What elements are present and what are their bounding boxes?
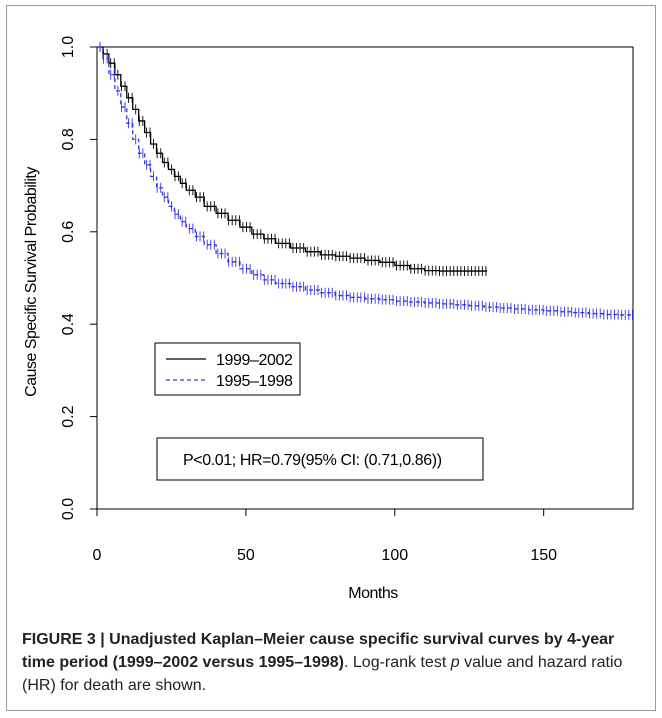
annotation-text: P<0.01; HR=0.79(95% CI: (0.71,0.86)) [183,452,442,469]
figure-caption: FIGURE 3 | Unadjusted Kaplan–Meier cause… [22,628,642,697]
series-layer [97,42,634,320]
caption-text-1: . Log-rank test [344,654,451,671]
axes: 0 50 100 150 0.0 0.2 0.4 0.6 0.8 1.0 [60,36,557,564]
legend: 1999–2002 1995–1998 [154,342,301,396]
y-axis-label: Cause Specific Survival Probability [23,167,40,397]
caption-p-symbol: p [450,654,460,671]
caption-title: FIGURE 3 | Unadjusted Kaplan–Meier cause… [22,631,615,671]
x-tick-label: 50 [237,547,255,564]
survival-curve [97,46,488,272]
y-tick-label: 0.8 [60,128,77,150]
figure-frame [6,5,656,711]
plot-area-border [96,46,634,510]
caption-text-2: value and hazard ratio (HR) for death ar… [22,654,623,694]
y-tick-label: 0.0 [60,498,77,520]
x-tick-label: 150 [530,547,557,564]
legend-label-1999-2002: 1999–2002 [216,352,293,369]
series-1995-1998 [97,42,634,320]
y-tick-label: 1.0 [60,36,77,58]
censor-marks [99,42,633,320]
survival-curve [97,46,634,316]
legend-label-1995-1998: 1995–1998 [216,373,293,390]
series-1999-2002 [97,42,488,277]
y-tick-label: 0.2 [60,405,77,427]
x-tick-label: 100 [381,547,408,564]
hazard-ratio-annotation: P<0.01; HR=0.79(95% CI: (0.71,0.86)) [156,437,484,481]
annotation-box [156,437,484,481]
legend-box [154,342,301,396]
censor-marks [99,42,487,277]
y-tick-label: 0.6 [60,221,77,243]
y-tick-label: 0.4 [60,313,77,335]
x-tick-label: 0 [93,547,102,564]
x-axis-label: Months [348,585,398,602]
